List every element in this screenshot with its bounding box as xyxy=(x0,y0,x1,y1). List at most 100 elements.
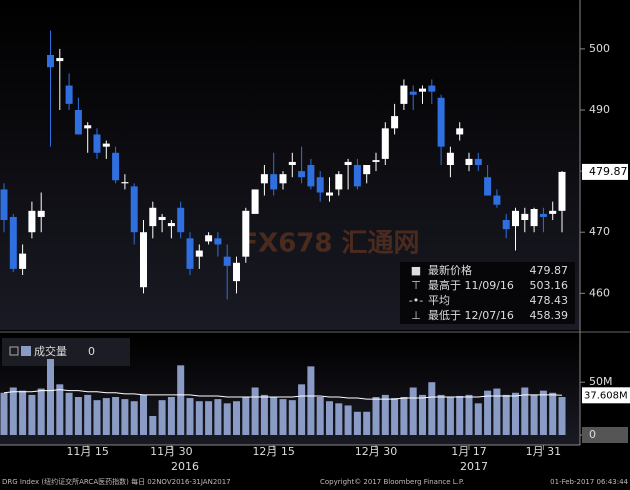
volume-bar xyxy=(298,384,306,435)
volume-bar xyxy=(130,401,138,435)
volume-bar xyxy=(400,397,408,435)
candle-body xyxy=(28,210,36,233)
candle-body xyxy=(353,165,361,187)
candle-body xyxy=(242,210,250,257)
volume-bar xyxy=(344,405,352,435)
legend-value: 479.87 xyxy=(530,264,569,277)
volume-bar xyxy=(158,400,166,435)
candle-body xyxy=(102,143,110,147)
candle-body xyxy=(428,85,436,92)
candle-body xyxy=(279,174,287,184)
candle-body xyxy=(233,262,240,282)
candle-body xyxy=(223,256,231,266)
volume-bar xyxy=(19,390,27,435)
candle-body xyxy=(112,152,120,181)
volume-bar xyxy=(47,359,54,435)
volume-bar xyxy=(74,397,82,435)
candle-body xyxy=(140,232,147,288)
candle-body xyxy=(260,174,268,184)
candle-body xyxy=(251,189,259,214)
candle-body xyxy=(326,192,333,196)
candle-body xyxy=(372,160,380,162)
x-tick-label: 11月 15 xyxy=(66,445,109,458)
candle-body xyxy=(186,238,194,269)
candle-body xyxy=(214,238,222,245)
candle-body xyxy=(446,152,454,165)
candle-body xyxy=(270,174,278,190)
volume-bar xyxy=(102,398,110,435)
volume-bar xyxy=(530,394,538,435)
candle-body xyxy=(37,210,45,217)
volume-bar xyxy=(84,394,92,435)
candle-body xyxy=(456,128,464,135)
volume-bar xyxy=(512,392,519,435)
candle-body xyxy=(484,177,492,196)
footer: DRG Index (纽约证交所ARCA医药指数) 每日 02NOV2016-3… xyxy=(2,477,231,486)
volume-bar xyxy=(549,392,557,435)
volume-bar xyxy=(409,387,417,435)
x-tick-label: 12月 30 xyxy=(355,445,398,458)
candle-body xyxy=(474,158,482,165)
candle-body xyxy=(167,223,175,227)
last-price-label: 479.87 xyxy=(589,165,628,178)
volume-bar xyxy=(363,411,371,435)
legend-icon: ⊤ xyxy=(411,279,421,292)
candle-body xyxy=(549,210,557,214)
volume-avg-box xyxy=(582,387,630,404)
volume-avg-label: 37.608M xyxy=(584,390,628,401)
candle-body xyxy=(130,186,138,233)
legend-icon: -•- xyxy=(409,294,423,307)
y-tick-label: 470 xyxy=(589,225,610,238)
volume-bar xyxy=(446,397,454,435)
candle-body xyxy=(437,97,445,147)
volume-bar xyxy=(251,387,259,435)
volume-bar xyxy=(353,411,361,435)
candle-body xyxy=(298,171,306,178)
candle-body xyxy=(149,207,157,227)
volume-bar xyxy=(223,403,231,435)
legend-box xyxy=(400,262,575,324)
candle-body xyxy=(121,182,129,184)
candle-body xyxy=(316,177,324,193)
volume-bar xyxy=(177,365,185,435)
candle-body xyxy=(502,220,510,230)
candle-body xyxy=(9,216,17,269)
candle-body xyxy=(419,88,426,92)
candle-body xyxy=(84,125,92,129)
candle-body xyxy=(307,165,315,187)
candle-body xyxy=(0,189,8,220)
footer: 01-Feb-2017 06:43:44 xyxy=(550,478,628,486)
volume-bar xyxy=(326,401,333,435)
volume-bar xyxy=(93,400,101,435)
volume-legend-toggle[interactable] xyxy=(9,346,19,356)
candle-body xyxy=(391,116,399,129)
volume-avg-line xyxy=(3,389,563,400)
volume-bar xyxy=(186,398,194,435)
volume-bar xyxy=(28,394,36,435)
legend-label: 最高于 11/09/16 xyxy=(428,278,514,292)
volume-bar xyxy=(288,400,296,435)
volume-bar xyxy=(307,366,315,435)
y-tick-label: 490 xyxy=(589,103,610,116)
volume-bar xyxy=(335,403,343,435)
legend-icon: ⊥ xyxy=(411,309,421,322)
candle-body xyxy=(493,195,501,205)
watermark: FX678 汇通网 xyxy=(240,229,419,259)
legend-icon: ■ xyxy=(411,264,421,277)
volume-bar xyxy=(521,387,529,435)
last-price-box xyxy=(582,163,628,180)
volume-bar xyxy=(260,394,268,435)
candle-body xyxy=(288,161,296,165)
volume-bar xyxy=(316,397,324,435)
volume-bar xyxy=(419,394,426,435)
year-label: 2017 xyxy=(460,460,488,473)
volume-bar xyxy=(484,390,492,435)
volume-bar xyxy=(456,395,464,435)
volume-bar xyxy=(149,416,157,435)
volume-bar xyxy=(242,397,250,435)
y-tick-label: 500 xyxy=(589,42,610,55)
candle-body xyxy=(195,250,203,257)
legend-value: 503.16 xyxy=(530,279,569,292)
volume-bar xyxy=(437,394,445,435)
